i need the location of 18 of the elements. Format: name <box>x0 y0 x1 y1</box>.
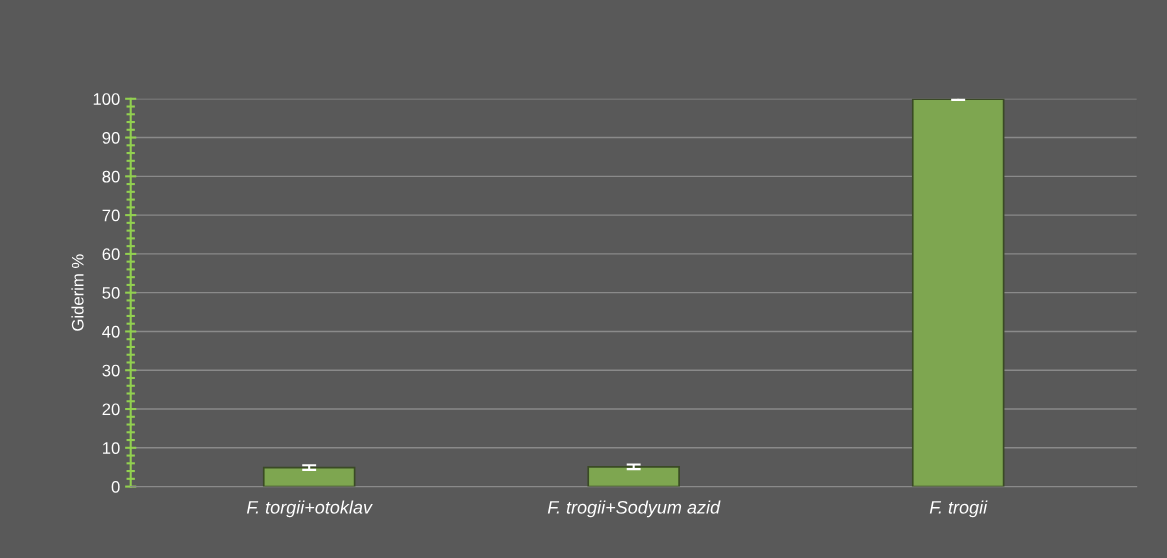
y-tick-label: 60 <box>102 248 120 261</box>
bar <box>587 465 680 487</box>
y-tick-label: 90 <box>102 131 120 144</box>
y-tick-label: 100 <box>93 93 120 105</box>
y-tick-label: 40 <box>102 325 120 338</box>
y-axis-title: Giderim % <box>71 254 84 331</box>
y-tick-label: 30 <box>102 364 120 377</box>
x-tick-label: F. trogii+Sodyum azid <box>547 500 721 518</box>
bar <box>911 98 1005 487</box>
y-tick-label: 80 <box>102 170 120 183</box>
y-tick-label: 10 <box>103 442 120 454</box>
bar <box>262 466 356 487</box>
y-tick-label: 70 <box>102 209 120 222</box>
y-tick-label: 0 <box>111 480 120 493</box>
y-tick-label: 20 <box>102 403 120 416</box>
y-tick-label: 50 <box>102 287 120 299</box>
x-tick-label: F. trogii <box>929 500 988 518</box>
x-tick-label: F. torgii+otoklav <box>246 500 373 518</box>
